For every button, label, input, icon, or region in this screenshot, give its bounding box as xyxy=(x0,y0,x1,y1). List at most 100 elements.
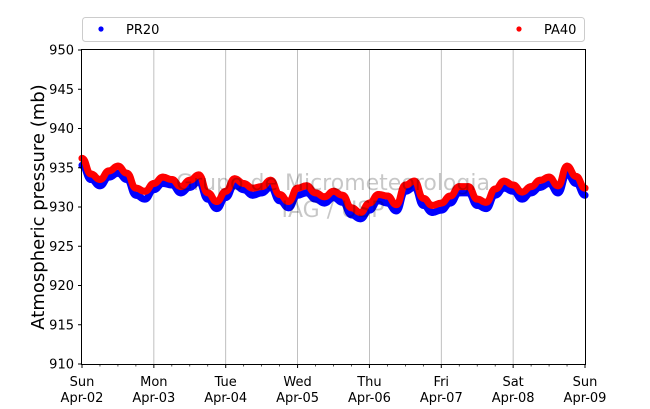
data-point xyxy=(132,184,140,192)
data-point xyxy=(401,181,409,189)
legend-box xyxy=(82,17,585,42)
legend: PR20 PA40 xyxy=(82,17,585,42)
data-point xyxy=(446,192,454,200)
x-tick-date-label: Apr-08 xyxy=(492,391,535,406)
data-point xyxy=(482,205,490,213)
x-tick-day-label: Sun xyxy=(70,375,95,390)
watermark-line-2: IAG / USP xyxy=(282,198,385,223)
data-point xyxy=(312,189,320,197)
data-point xyxy=(527,183,535,191)
data-point xyxy=(509,181,517,189)
data-point xyxy=(285,204,293,212)
data-point xyxy=(276,190,284,198)
data-point xyxy=(141,187,149,195)
data-point xyxy=(267,176,275,184)
y-tick-label: 930 xyxy=(49,201,74,216)
data-point xyxy=(96,176,104,184)
data-point xyxy=(258,183,266,191)
y-axis: 910 915 920 925 930 935 940 945 950 xyxy=(49,44,82,373)
data-point xyxy=(159,173,167,181)
x-tick-day-label: Wed xyxy=(283,375,311,390)
data-point xyxy=(123,169,131,177)
x-tick-day-label: Sun xyxy=(573,375,598,390)
x-tick-date-label: Apr-06 xyxy=(348,391,391,406)
data-point xyxy=(347,204,355,212)
y-tick-label: 915 xyxy=(49,318,74,333)
data-point xyxy=(518,195,526,203)
data-point xyxy=(240,179,248,187)
watermark-line-1: Grupo de Micrometeorologia xyxy=(176,171,490,196)
data-point xyxy=(312,195,320,203)
y-tick-label: 910 xyxy=(49,358,74,373)
data-point xyxy=(177,183,185,191)
x-tick-day-label: Fri xyxy=(434,375,450,390)
data-point xyxy=(132,191,140,199)
data-point xyxy=(150,179,158,187)
data-point xyxy=(321,199,329,207)
data-point xyxy=(347,211,355,219)
x-tick-date-label: Apr-03 xyxy=(132,391,175,406)
data-point xyxy=(554,182,562,190)
data-point xyxy=(222,187,230,195)
x-tick-day-label: Tue xyxy=(214,375,237,390)
data-point xyxy=(213,198,221,206)
series-layer xyxy=(78,154,589,223)
data-point xyxy=(249,191,257,199)
legend-label-pr20: PR20 xyxy=(126,23,159,38)
data-point xyxy=(437,199,445,207)
data-point xyxy=(473,201,481,209)
x-tick-day-label: Sat xyxy=(502,375,523,390)
data-point xyxy=(428,201,436,209)
data-point xyxy=(338,191,346,199)
data-point xyxy=(87,170,95,178)
data-point xyxy=(141,195,149,203)
data-point xyxy=(482,198,490,206)
legend-label-pa40: PA40 xyxy=(544,23,576,38)
y-tick-label: 940 xyxy=(49,122,74,137)
y-tick-label: 935 xyxy=(49,161,74,176)
y-tick-label: 925 xyxy=(49,240,74,255)
data-point xyxy=(392,207,400,215)
x-tick-date-label: Apr-09 xyxy=(564,391,607,406)
y-axis-label: Atmospheric pressure (mb) xyxy=(28,84,49,329)
data-point xyxy=(195,171,203,179)
data-point xyxy=(473,195,481,203)
x-tick-day-label: Thu xyxy=(356,375,381,390)
data-point xyxy=(491,185,499,193)
data-point xyxy=(464,183,472,191)
data-point xyxy=(249,184,257,192)
data-point xyxy=(455,183,463,191)
data-point xyxy=(285,198,293,206)
data-point xyxy=(321,193,329,201)
data-point xyxy=(563,162,571,170)
x-axis: SunApr-02MonApr-03TueApr-04WedApr-05ThuA… xyxy=(61,364,607,406)
data-point xyxy=(96,182,104,190)
y-tick-label: 950 xyxy=(49,44,74,59)
data-point xyxy=(410,177,418,185)
data-point xyxy=(428,208,436,216)
data-point xyxy=(186,176,194,184)
data-point xyxy=(500,177,508,185)
y-tick-label: 945 xyxy=(49,83,74,98)
data-point xyxy=(105,167,113,175)
x-tick-date-label: Apr-07 xyxy=(420,391,463,406)
data-point xyxy=(419,194,427,202)
legend-marker-pa40 xyxy=(516,26,522,32)
x-tick-date-label: Apr-04 xyxy=(204,391,247,406)
data-point xyxy=(437,206,445,214)
data-point xyxy=(294,184,302,192)
data-point xyxy=(231,175,239,183)
data-point xyxy=(536,176,544,184)
data-point xyxy=(356,215,364,223)
data-point xyxy=(365,199,373,207)
x-tick-day-label: Mon xyxy=(140,375,167,390)
data-point xyxy=(177,189,185,197)
data-point xyxy=(374,190,382,198)
data-point xyxy=(168,176,176,184)
data-point xyxy=(392,201,400,209)
x-tick-date-label: Apr-02 xyxy=(61,391,104,406)
data-point xyxy=(213,205,221,213)
x-tick-date-label: Apr-05 xyxy=(276,391,319,406)
